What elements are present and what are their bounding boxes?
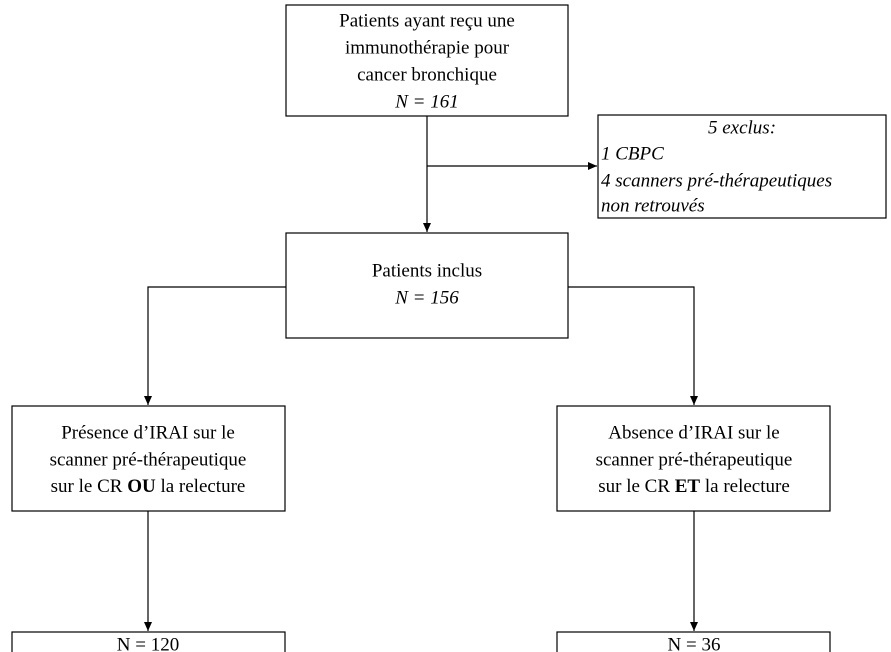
- node-text: sur le CR ET la relecture: [598, 476, 790, 497]
- node-title: 5 exclus:: [708, 117, 776, 138]
- node-text: 1 CBPC: [601, 143, 664, 164]
- box: [556, 405, 831, 512]
- box: [11, 631, 286, 652]
- node-text: cancer bronchique: [357, 64, 497, 85]
- node-text: scanner pré-thérapeutique: [50, 449, 247, 470]
- node-text: immunothérapie pour: [345, 37, 510, 58]
- node-text: sur le CR OU la relecture: [51, 476, 246, 497]
- node-count: N = 161: [394, 91, 459, 112]
- text-part: sur le CR: [598, 476, 675, 497]
- node-text: 4 scanners pré-thérapeutiques: [601, 170, 832, 191]
- node-text: Présence d’IRAI sur le: [61, 422, 235, 443]
- node-text: Patients ayant reçu une: [339, 10, 515, 31]
- box: [285, 4, 569, 117]
- text-part: la relecture: [700, 476, 790, 497]
- node-text: Absence d’IRAI sur le: [608, 422, 779, 443]
- text-part: ET: [675, 476, 701, 497]
- box: [11, 405, 286, 512]
- node-text: Patients inclus: [372, 260, 482, 281]
- text-part: OU: [127, 476, 156, 497]
- arrow: [568, 286, 698, 405]
- text-part: sur le CR: [51, 476, 128, 497]
- arrow: [144, 286, 286, 405]
- node-text: scanner pré-thérapeutique: [596, 449, 793, 470]
- text-part: la relecture: [156, 476, 246, 497]
- box: [597, 114, 887, 219]
- node-text: N = 120: [117, 634, 179, 652]
- box: [285, 232, 569, 339]
- node-count: N = 156: [394, 287, 459, 308]
- node-text: non retrouvés: [601, 195, 705, 216]
- node-text: N = 36: [668, 634, 721, 652]
- box: [556, 631, 831, 652]
